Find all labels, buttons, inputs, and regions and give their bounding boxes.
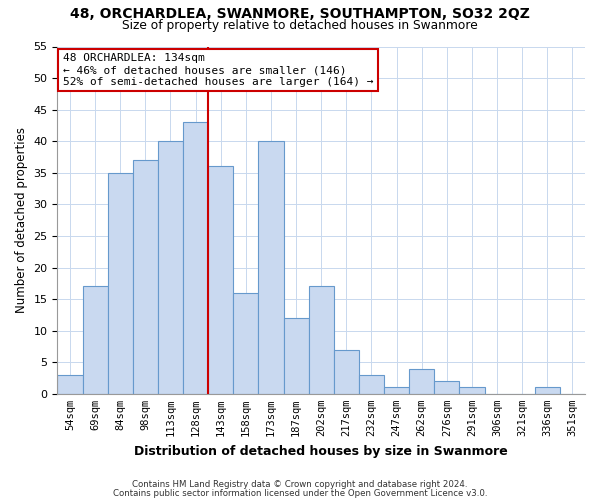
Bar xyxy=(183,122,208,394)
Bar xyxy=(107,173,133,394)
Bar xyxy=(259,141,284,394)
Bar xyxy=(208,166,233,394)
Bar xyxy=(334,350,359,394)
X-axis label: Distribution of detached houses by size in Swanmore: Distribution of detached houses by size … xyxy=(134,444,508,458)
Bar xyxy=(535,388,560,394)
Text: 48 ORCHARDLEA: 134sqm
← 46% of detached houses are smaller (146)
52% of semi-det: 48 ORCHARDLEA: 134sqm ← 46% of detached … xyxy=(62,54,373,86)
Bar xyxy=(359,375,384,394)
Text: Contains HM Land Registry data © Crown copyright and database right 2024.: Contains HM Land Registry data © Crown c… xyxy=(132,480,468,489)
Bar xyxy=(233,293,259,394)
Bar xyxy=(83,286,107,394)
Bar xyxy=(58,375,83,394)
Text: Contains public sector information licensed under the Open Government Licence v3: Contains public sector information licen… xyxy=(113,488,487,498)
Bar xyxy=(284,318,308,394)
Y-axis label: Number of detached properties: Number of detached properties xyxy=(15,127,28,313)
Bar xyxy=(460,388,485,394)
Bar xyxy=(158,141,183,394)
Bar xyxy=(434,381,460,394)
Text: 48, ORCHARDLEA, SWANMORE, SOUTHAMPTON, SO32 2QZ: 48, ORCHARDLEA, SWANMORE, SOUTHAMPTON, S… xyxy=(70,8,530,22)
Bar xyxy=(409,368,434,394)
Bar xyxy=(133,160,158,394)
Bar xyxy=(308,286,334,394)
Bar xyxy=(384,388,409,394)
Text: Size of property relative to detached houses in Swanmore: Size of property relative to detached ho… xyxy=(122,19,478,32)
